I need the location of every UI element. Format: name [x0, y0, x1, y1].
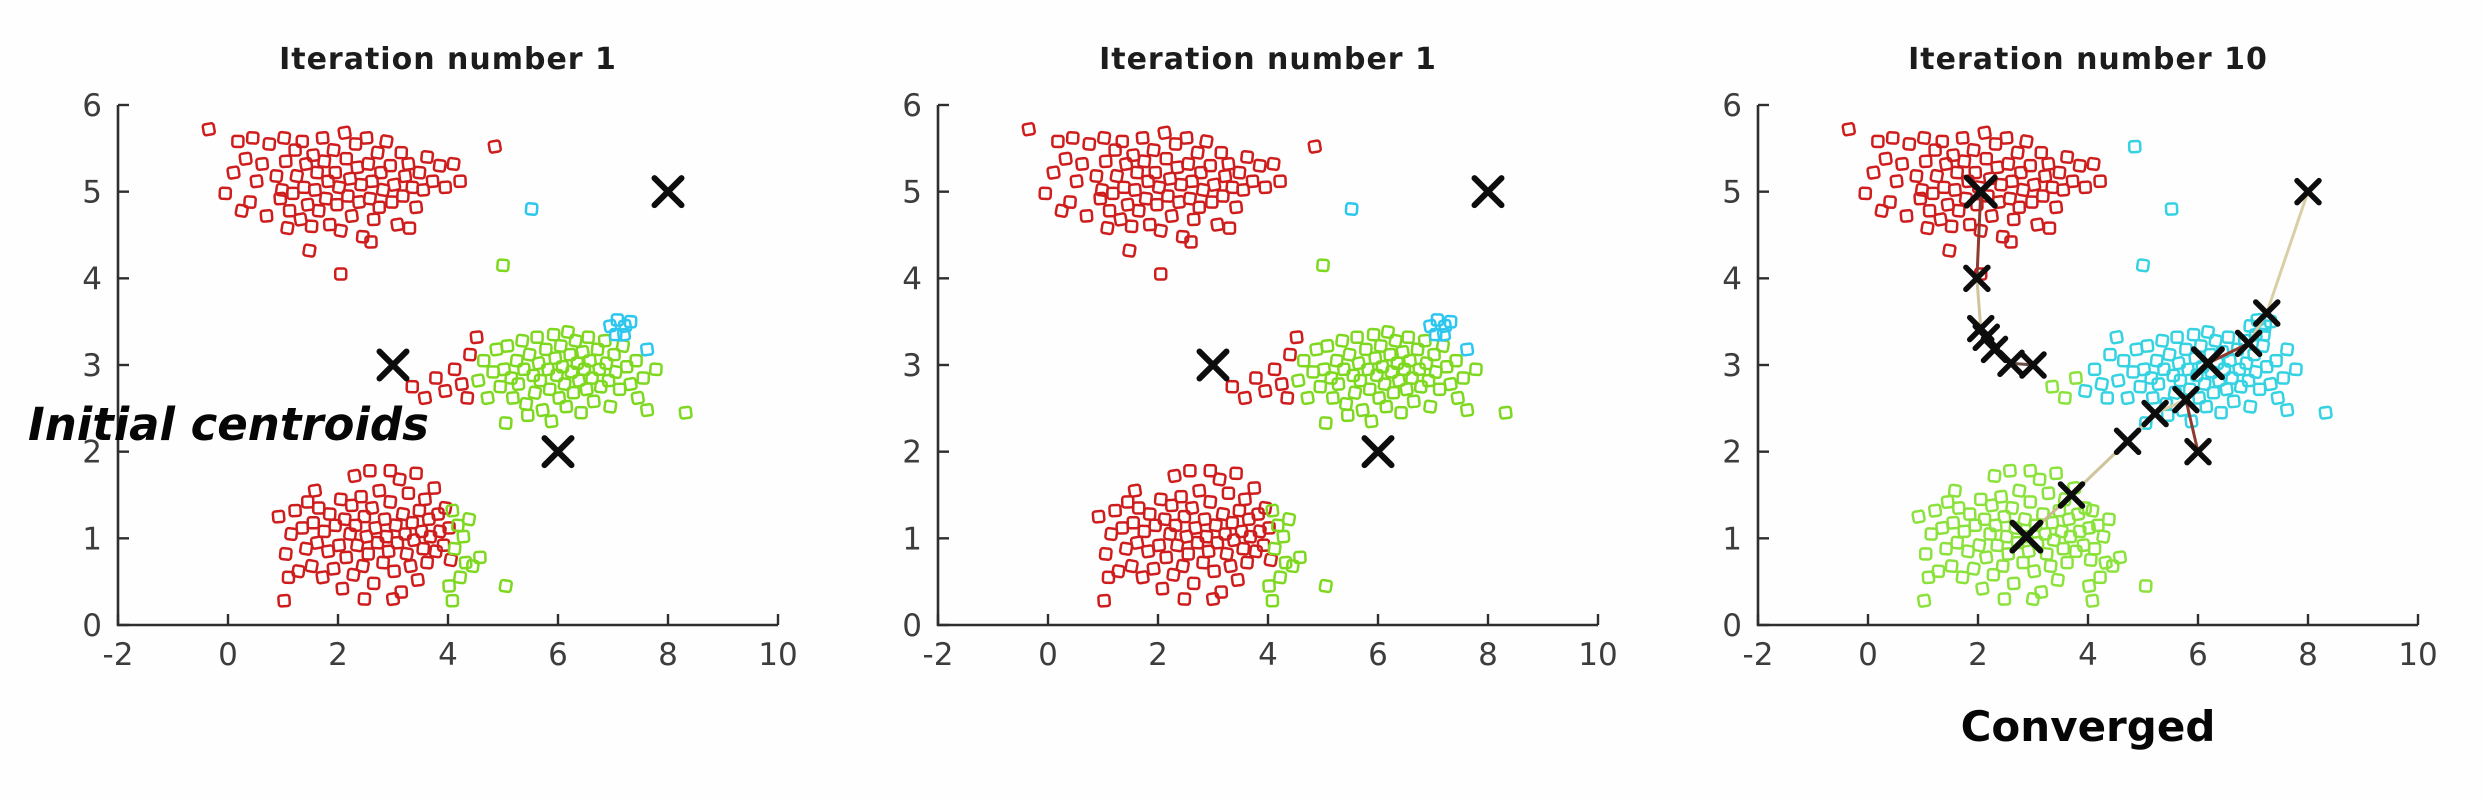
y-tick-label: 4 — [902, 261, 922, 297]
x-tick-label: 2 — [1148, 637, 1168, 673]
centroid-x-marker — [2190, 346, 2225, 381]
series-cluster-cyan — [524, 202, 655, 357]
x-tick-label: 4 — [2078, 637, 2098, 673]
y-tick-label: 0 — [1722, 608, 1742, 644]
series-cluster-red — [201, 122, 502, 608]
y-tick-label: 3 — [1722, 348, 1742, 384]
y-tick-label: 6 — [1722, 88, 1742, 124]
x-tick-label: 10 — [1578, 637, 1617, 673]
y-tick-label: 2 — [82, 435, 102, 471]
centroid-x-marker — [1967, 314, 1995, 343]
x-tick-label: 8 — [2298, 637, 2318, 673]
centroid-x-marker — [2057, 481, 2086, 509]
x-tick-label: 10 — [758, 637, 797, 673]
panel-iteration1-b: -2 0 2 4 6 8 10 0 1 2 3 4 5 6 Iteration number 1 — [828, 0, 1648, 800]
x-tick-label: -2 — [923, 637, 954, 673]
centroid-x-marker — [2253, 299, 2281, 327]
y-tick-label: 4 — [82, 261, 102, 297]
x-tick-label: 2 — [328, 637, 348, 673]
y-tick-label: 4 — [1722, 261, 1742, 297]
centroid-markers — [376, 175, 685, 469]
trajectory-red-centroid-path — [1963, 177, 2047, 379]
x-tick-label: 0 — [1038, 637, 1058, 673]
centroid-x-marker — [1361, 435, 1395, 469]
centroid-markers — [1196, 175, 1505, 469]
y-tick-label: 3 — [82, 348, 102, 384]
centroid-x-marker — [2019, 351, 2047, 379]
centroid-x-marker — [2294, 177, 2322, 206]
centroid-x-marker — [541, 435, 575, 469]
y-tick-label: 3 — [902, 348, 922, 384]
y-tick-label: 2 — [902, 435, 922, 471]
x-tick-label: 6 — [1368, 637, 1388, 673]
y-tick-label: 1 — [82, 521, 102, 557]
series-cluster-cyan — [2078, 139, 2333, 431]
y-tick-label: 5 — [82, 175, 102, 211]
centroid-x-marker — [2172, 385, 2200, 414]
centroid-x-marker — [2141, 399, 2169, 428]
centroid-markers — [1963, 174, 2225, 554]
y-tick-label: 5 — [902, 175, 922, 211]
x-tick-label: 10 — [2398, 637, 2437, 673]
series-cluster-red — [1021, 122, 1322, 608]
y-tick-label: 1 — [1722, 521, 1742, 557]
x-tick-label: 6 — [2188, 637, 2208, 673]
panel-iteration10: -2 0 2 4 6 8 10 0 1 2 3 4 5 6 Iteration number 10 Con… — [1648, 0, 2468, 800]
centroid-x-marker — [2009, 519, 2044, 554]
x-tick-label: -2 — [1743, 637, 1774, 673]
y-tick-label: 5 — [1722, 175, 1742, 211]
initial-centroids-label: Initial centroids — [28, 398, 429, 451]
centroid-x-marker — [1471, 175, 1505, 209]
series-cluster-cyan — [1344, 202, 1475, 357]
y-tick-label: 1 — [902, 521, 922, 557]
trajectory-cyan-centroid-path — [2194, 177, 2322, 378]
chart-title-iteration1-a: Iteration number 1 — [279, 42, 617, 77]
y-tick-label: 0 — [902, 608, 922, 644]
y-tick-label: 2 — [1722, 435, 1742, 471]
chart-title-iteration1-b: Iteration number 1 — [1099, 42, 1437, 77]
x-tick-label: 6 — [548, 637, 568, 673]
converged-label: Converged — [1960, 702, 2216, 751]
series-cluster-green — [1262, 258, 1513, 608]
x-tick-label: 8 — [1478, 637, 1498, 673]
series-cluster-red — [1841, 122, 2107, 281]
y-tick-label: 6 — [902, 88, 922, 124]
centroid-x-marker — [2113, 427, 2142, 456]
centroid-x-marker — [2184, 437, 2212, 466]
x-tick-label: 4 — [438, 637, 458, 673]
centroid-x-marker — [1196, 348, 1230, 382]
series-cluster-green — [1911, 370, 2153, 608]
x-tick-label: 0 — [218, 637, 238, 673]
x-tick-label: 2 — [1968, 637, 1988, 673]
panel-iteration1-a: -2 0 2 4 6 8 10 0 1 2 3 4 5 6 Iteration number 1 Init… — [8, 0, 828, 800]
series-cluster-green — [442, 258, 693, 608]
centroid-x-marker — [376, 348, 410, 382]
y-tick-label: 6 — [82, 88, 102, 124]
centroid-x-marker — [1963, 174, 1998, 209]
centroid-x-marker — [651, 175, 685, 209]
x-tick-label: 0 — [1858, 637, 1878, 673]
x-tick-label: 8 — [658, 637, 678, 673]
x-tick-label: -2 — [103, 637, 134, 673]
centroid-x-marker — [1963, 264, 1991, 293]
x-tick-label: 4 — [1258, 637, 1278, 673]
y-tick-label: 0 — [82, 608, 102, 644]
chart-title-iteration10: Iteration number 10 — [1908, 42, 2268, 77]
centroid-x-marker — [2234, 329, 2263, 358]
